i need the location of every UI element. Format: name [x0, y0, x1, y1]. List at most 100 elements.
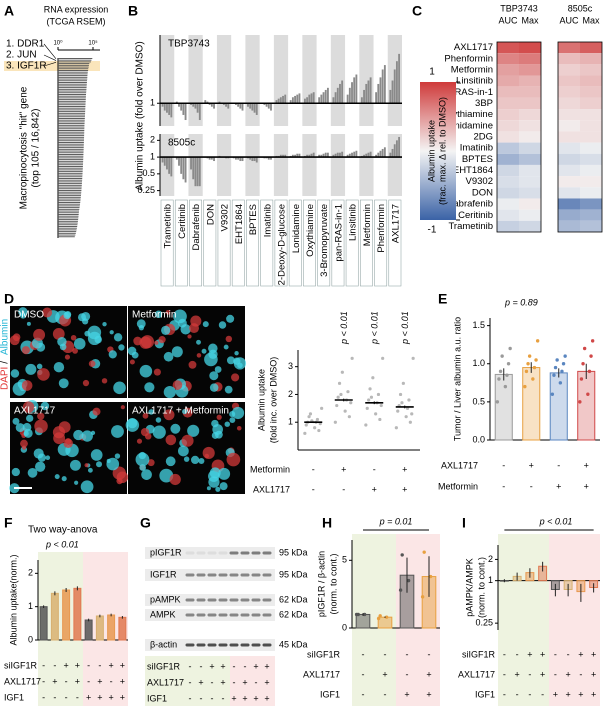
condition-name: siIGF1R — [307, 649, 341, 659]
blot-band — [218, 551, 228, 555]
category-label: AXL1717 — [390, 204, 401, 243]
row-label: EHT1864 — [453, 165, 493, 176]
annotation-leader — [43, 61, 57, 67]
category-label: Dabrafenib — [191, 204, 202, 250]
cell-blob — [170, 423, 181, 434]
heat-cell — [558, 187, 580, 199]
bar — [73, 587, 82, 641]
condition-name: AXL1717 — [147, 677, 184, 687]
category-label: Oxythiamine — [305, 204, 316, 257]
p-value-label: p < 0.01 — [45, 539, 79, 549]
row-label: pan-RAS-in-1 — [435, 87, 493, 98]
bar — [377, 152, 380, 158]
cell-blob — [211, 432, 219, 439]
bar — [326, 87, 329, 104]
category-box — [274, 199, 288, 287]
panel-label: I — [462, 515, 466, 531]
bar — [341, 151, 344, 158]
category-box — [388, 199, 402, 287]
condition-sign: - — [65, 692, 68, 702]
category-box — [189, 199, 203, 287]
bar — [284, 154, 287, 158]
bar — [58, 188, 82, 190]
bar — [365, 83, 368, 104]
blot-label: AMPK — [150, 609, 176, 619]
heat-cell — [497, 153, 519, 165]
cell-blob — [233, 357, 241, 365]
heat-cell — [580, 109, 602, 121]
condition-sign: - — [362, 689, 365, 699]
blot-band — [251, 598, 261, 602]
data-point — [410, 412, 414, 416]
heat-cell — [519, 198, 541, 210]
heat-cell — [519, 176, 541, 188]
y-tick-label: 1 — [488, 575, 493, 585]
cell-blob — [20, 439, 28, 448]
y-tick-label: 2 — [488, 554, 493, 564]
bar — [58, 205, 80, 207]
bar — [353, 151, 356, 158]
bar — [398, 136, 401, 158]
column-label: Max — [582, 15, 600, 25]
bar — [58, 193, 82, 195]
data-point — [534, 358, 538, 362]
condition-sign: + — [264, 661, 269, 671]
blot-band — [207, 573, 217, 577]
bar — [391, 80, 394, 104]
row-label: V9302 — [466, 176, 493, 187]
blot-band — [196, 643, 206, 647]
row-label: Oxythiamine — [440, 109, 493, 120]
blot-label: pAMPK — [150, 594, 181, 604]
cell-blob — [209, 371, 219, 381]
bar — [267, 157, 270, 160]
cell-blob — [226, 356, 235, 365]
condition-sign: - — [530, 481, 533, 491]
cell-blob — [37, 412, 45, 420]
bar — [58, 131, 85, 133]
chart-title: RNA expression — [44, 4, 109, 14]
heat-cell — [519, 86, 541, 98]
data-point — [553, 365, 558, 370]
heat-cell — [497, 120, 519, 132]
cell-blob — [9, 335, 20, 346]
data-point — [400, 401, 404, 405]
cell-blob — [129, 359, 135, 365]
row-label: BPTES — [462, 154, 493, 165]
bar — [306, 97, 309, 104]
bar — [58, 224, 78, 226]
data-point — [579, 377, 584, 381]
bar — [58, 178, 83, 179]
heatmap-frame — [496, 41, 542, 233]
cell-blob — [87, 467, 93, 473]
cell-blob — [178, 318, 187, 328]
condition-sign: + — [565, 689, 570, 699]
condition-sign: + — [97, 692, 102, 702]
heat-cell — [497, 42, 519, 54]
heat-cell — [519, 42, 541, 54]
bar — [58, 82, 87, 83]
chart-title: Two way-anova — [28, 525, 98, 536]
condition-sign: + — [402, 484, 407, 494]
bar — [58, 217, 79, 219]
blot-band — [196, 551, 206, 555]
cell-blob — [136, 438, 143, 444]
bar — [339, 83, 341, 104]
condition-sign: + — [382, 669, 387, 679]
bar — [369, 151, 372, 158]
stain-label: Albumin — [0, 319, 11, 355]
cell-blob — [234, 351, 239, 356]
cell-blob — [113, 333, 123, 342]
p-value-label: p < 0.01 — [400, 311, 410, 345]
category-box — [331, 199, 345, 287]
bar — [334, 153, 337, 158]
bar — [275, 100, 278, 104]
cell-blob — [90, 430, 96, 436]
cell-blob — [58, 421, 71, 434]
data-point — [303, 431, 307, 435]
heat-cell — [497, 142, 519, 154]
bar — [58, 118, 85, 119]
cell-blob — [154, 310, 163, 319]
condition-sign: - — [554, 669, 557, 679]
cell-blob — [25, 363, 37, 375]
data-point — [560, 369, 564, 374]
